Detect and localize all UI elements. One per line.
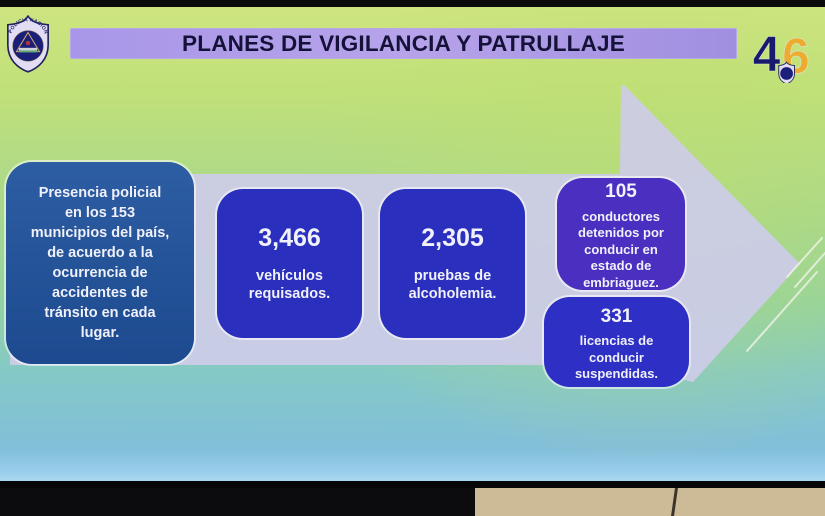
svg-text:4: 4	[753, 26, 781, 82]
